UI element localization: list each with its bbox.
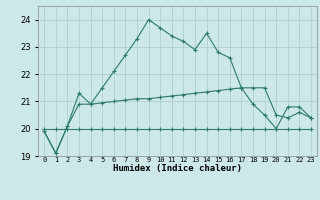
X-axis label: Humidex (Indice chaleur): Humidex (Indice chaleur) xyxy=(113,164,242,173)
